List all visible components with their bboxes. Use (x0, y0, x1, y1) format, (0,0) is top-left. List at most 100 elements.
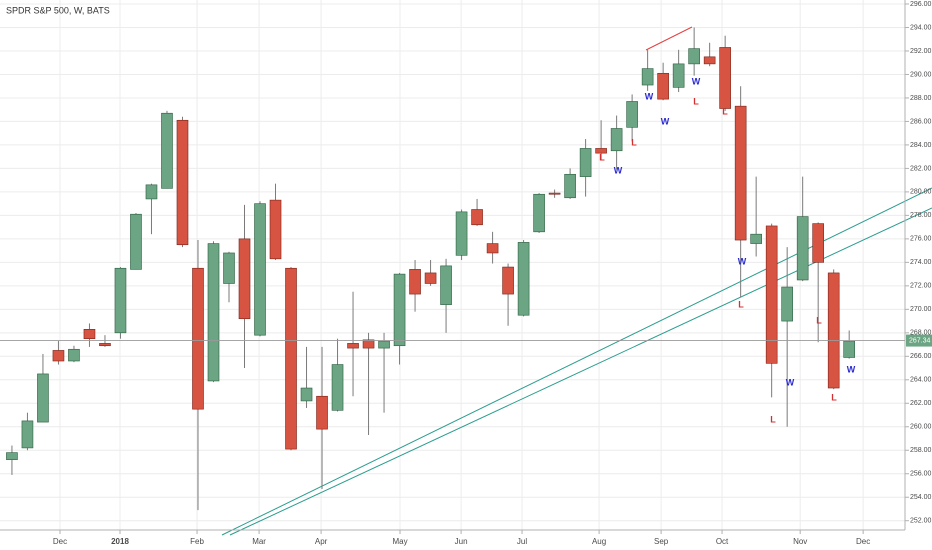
annotation: L (693, 96, 699, 106)
x-tick-label: Aug (592, 537, 606, 546)
candle-body (750, 233, 762, 244)
y-tick-label: 276.00 (910, 236, 932, 243)
x-tick-label: Jun (455, 537, 468, 546)
y-tick-label: 296.00 (910, 1, 932, 8)
annotation: W (847, 364, 856, 374)
candle-body (316, 395, 328, 430)
x-tick-label: Dec (53, 537, 67, 546)
candle-body (657, 72, 669, 100)
candle-body (347, 343, 359, 349)
candle-body (409, 269, 421, 295)
y-tick-label: 282.00 (910, 165, 932, 172)
candle-body (719, 47, 731, 109)
candle-body (548, 192, 561, 195)
y-tick-label: 270.00 (910, 306, 932, 313)
y-tick-label: 268.00 (910, 330, 932, 337)
y-tick-label: 260.00 (910, 424, 932, 431)
candle-body (99, 343, 111, 347)
candle-body (114, 267, 127, 334)
x-tick-label: Oct (716, 537, 729, 546)
candle-body (161, 112, 173, 189)
annotation: W (738, 256, 747, 266)
candle-body (564, 173, 576, 199)
candle-body (440, 265, 452, 305)
candle-body (362, 339, 375, 349)
candle-body (378, 340, 390, 349)
candle-body (21, 420, 34, 449)
last-price-label: 267.34 (909, 337, 931, 344)
candle-body (37, 373, 49, 423)
candle-body (176, 119, 189, 246)
y-tick-label: 288.00 (910, 95, 932, 102)
candle-body (703, 56, 716, 65)
x-tick-label: Jul (517, 537, 527, 546)
annotation: L (770, 414, 776, 424)
chart-title: SPDR S&P 500, W, BATS (6, 5, 110, 15)
candle-body (517, 242, 530, 316)
candle-body (83, 328, 96, 339)
candle-body (827, 272, 840, 389)
candle-body (781, 286, 793, 322)
y-tick-label: 258.00 (910, 447, 932, 454)
annotation: W (645, 91, 654, 101)
y-tick-label: 280.00 (910, 189, 932, 196)
candle-body (672, 63, 685, 88)
candle-body (238, 238, 251, 320)
annotation: L (631, 137, 637, 147)
candle-body (145, 184, 158, 200)
y-tick-label: 252.00 (910, 518, 932, 525)
annotation: L (831, 392, 837, 402)
y-tick-label: 278.00 (910, 212, 932, 219)
y-tick-label: 254.00 (910, 494, 932, 501)
candle-body (223, 252, 235, 284)
y-tick-label: 286.00 (910, 118, 932, 125)
candle-body (455, 211, 468, 256)
y-tick-label: 266.00 (910, 353, 932, 360)
candle-body (533, 193, 545, 233)
candle-body (6, 452, 18, 460)
candle-body (285, 267, 297, 450)
candle-body (300, 387, 313, 402)
annotation: W (614, 165, 623, 175)
candle-body (812, 223, 824, 263)
candle-body (192, 267, 204, 410)
y-tick-label: 292.00 (910, 48, 932, 55)
y-tick-label: 290.00 (910, 71, 932, 78)
candle-body (765, 225, 778, 364)
x-tick-label: Nov (793, 537, 807, 546)
candles (6, 27, 855, 511)
x-tick-label: May (392, 537, 407, 546)
y-tick-label: 272.00 (910, 283, 932, 290)
candle-body (641, 68, 654, 86)
annotation: L (738, 299, 744, 309)
candle-body (610, 128, 623, 152)
candle-body (843, 340, 855, 358)
candle-body (254, 203, 266, 336)
candle-body (688, 48, 700, 65)
candle-body (471, 209, 483, 226)
candle-body (595, 148, 607, 154)
candle-body (424, 272, 437, 284)
annotation: L (599, 152, 605, 162)
last-price-box (906, 334, 932, 347)
y-tick-label: 284.00 (910, 142, 932, 149)
trend-line (645, 26, 693, 51)
candle-body (796, 216, 809, 281)
candle-body (626, 101, 638, 128)
grid (0, 0, 905, 530)
candle-body (68, 348, 80, 362)
candle-body (502, 266, 514, 295)
candle-body (331, 364, 344, 411)
y-tick-label: 256.00 (910, 471, 932, 478)
x-tick-label: Dec (856, 537, 870, 546)
x-tick-label: Mar (252, 537, 266, 546)
y-tick-label: 274.00 (910, 259, 932, 266)
annotation: W (692, 76, 701, 86)
annotation: L (816, 315, 822, 325)
x-tick-label: Apr (315, 537, 328, 546)
candle-body (393, 273, 406, 347)
candle-body (52, 350, 65, 362)
y-tick-label: 262.00 (910, 400, 932, 407)
